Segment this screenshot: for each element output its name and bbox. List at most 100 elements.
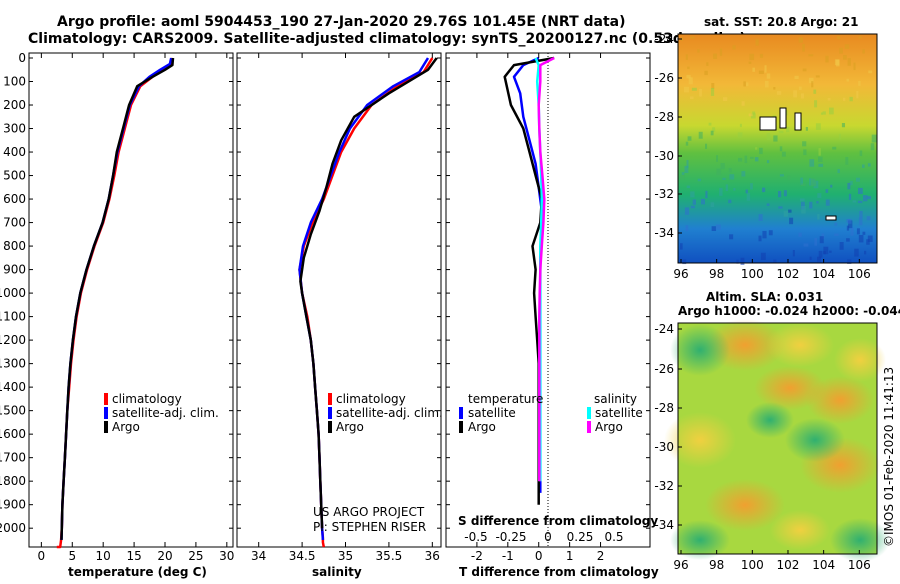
sst-speckle [685,54,688,60]
sst-speckle [755,38,759,46]
sst-speckle [729,174,735,180]
salinity-panel: 34 34.5 35 35.5 36 salinity climatology sate… [236,52,443,579]
x-tick-label: 5 [68,549,76,563]
sst-speckle [779,146,783,152]
sst-speckle [705,143,708,149]
sst-speckle [843,55,847,60]
sst-speckle [800,93,804,99]
sst-speckle [772,115,777,118]
sst-speckle [778,191,782,198]
sst-speckle [816,201,819,204]
map-y-tick-label: -26 [654,362,674,376]
salinity-x-label: salinity [312,565,362,579]
sst-speckle [708,122,712,126]
sst-map-axes: 96 98 100 102 104 106 -24 -26 -28 -30 -32 -34 [654,32,870,281]
sst-speckle [854,248,859,257]
sst-speckle [822,111,826,115]
sst-map: sat. SST: 20.8 Argo: 21 96 98 100 102 104 106… [654,15,878,281]
sst-speckle [686,74,691,79]
depth-tick-label: 700 [3,216,26,230]
map-x-tick-label: 104 [812,558,835,572]
sst-speckle [729,234,734,240]
sst-speckle [803,243,809,247]
sst-speckle [701,198,706,205]
sst-speckle [728,199,732,204]
sst-speckle [844,44,850,49]
s-difference-ticks: -0.5 -0.25 0 0.25 0.5 [464,530,623,544]
sst-speckle [716,168,722,176]
sst-speckle [847,182,851,190]
x-tick-label: 2 [597,549,605,563]
x-tick-label: 20 [157,549,172,563]
sst-speckle [712,127,716,132]
map-y-tick-label: -34 [654,518,674,532]
sst-speckle [803,149,807,156]
map-y-tick-label: -30 [654,149,674,163]
sla-map: Altim. SLA: 0.031 Argo h1000: -0.024 h20… [654,290,900,572]
legend-label-argo: Argo [336,420,364,434]
legend-swatch-temp-argo [459,421,463,433]
sst-speckle [839,242,844,250]
sst-speckle [705,190,708,199]
legend-label-temp-satellite: satellite [468,406,516,420]
sst-speckle [841,123,846,128]
salinity-x-ticks: 34 34.5 35 35.5 36 [251,53,440,563]
legend-label-sal-satellite: satellite [595,406,643,420]
depth-tick-label: 200 [3,98,26,112]
sla-blob [806,376,874,424]
sst-cloud-mask [759,116,777,131]
sst-speckle [814,100,818,108]
s-diff-tick-label: 0 [544,530,552,544]
sst-texture [680,36,877,265]
sla-blob [834,338,886,382]
sst-speckle [792,250,795,257]
series-argo-line [299,57,438,529]
x-tick-label: 34 [251,549,266,563]
sst-speckle [699,88,702,97]
sst-speckle [808,54,814,57]
sst-speckle [739,123,742,128]
sst-speckle [736,259,739,264]
difference-lines [503,56,555,505]
depth-tick-label: 1400 [0,380,26,394]
sst-speckle [832,146,837,150]
sst-speckle [837,36,841,40]
sst-speckle [856,228,860,235]
sst-speckle [858,80,861,86]
sst-speckle [750,113,756,119]
depth-tick-label: 300 [3,122,26,136]
sst-speckle [738,157,743,162]
depth-tick-label: 1600 [0,427,26,441]
sst-speckle [781,151,786,157]
sst-speckle [710,88,715,96]
x-tick-label: 35.5 [376,549,403,563]
sst-speckle [793,90,798,98]
salinity-lines [298,57,438,548]
sst-speckle [686,160,689,168]
sst-speckle [746,82,749,87]
legend-swatch-climatology [328,393,332,405]
sst-speckle [862,164,865,168]
x-tick-label: 36 [425,549,440,563]
sst-cloud-mask [825,215,837,221]
sst-field [678,34,877,263]
sst-speckle [847,219,852,224]
sst-speckle [740,257,745,265]
sst-speckle [773,135,778,142]
s-diff-tick-label: -0.25 [495,530,526,544]
sst-speckle [843,97,846,101]
sst-speckle [809,256,812,260]
sst-speckle [706,62,709,66]
sla-blob [664,412,736,468]
sst-speckle [720,163,725,170]
sst-speckle [825,189,829,193]
sst-speckle [758,70,764,74]
sst-speckle [859,150,863,157]
sst-speckle [768,230,773,236]
sst-speckle [690,96,694,100]
sst-speckle [713,53,718,59]
sst-speckle [799,86,802,90]
sst-speckle [787,175,791,181]
sst-speckle [864,250,867,255]
map-y-tick-label: -28 [654,401,674,415]
